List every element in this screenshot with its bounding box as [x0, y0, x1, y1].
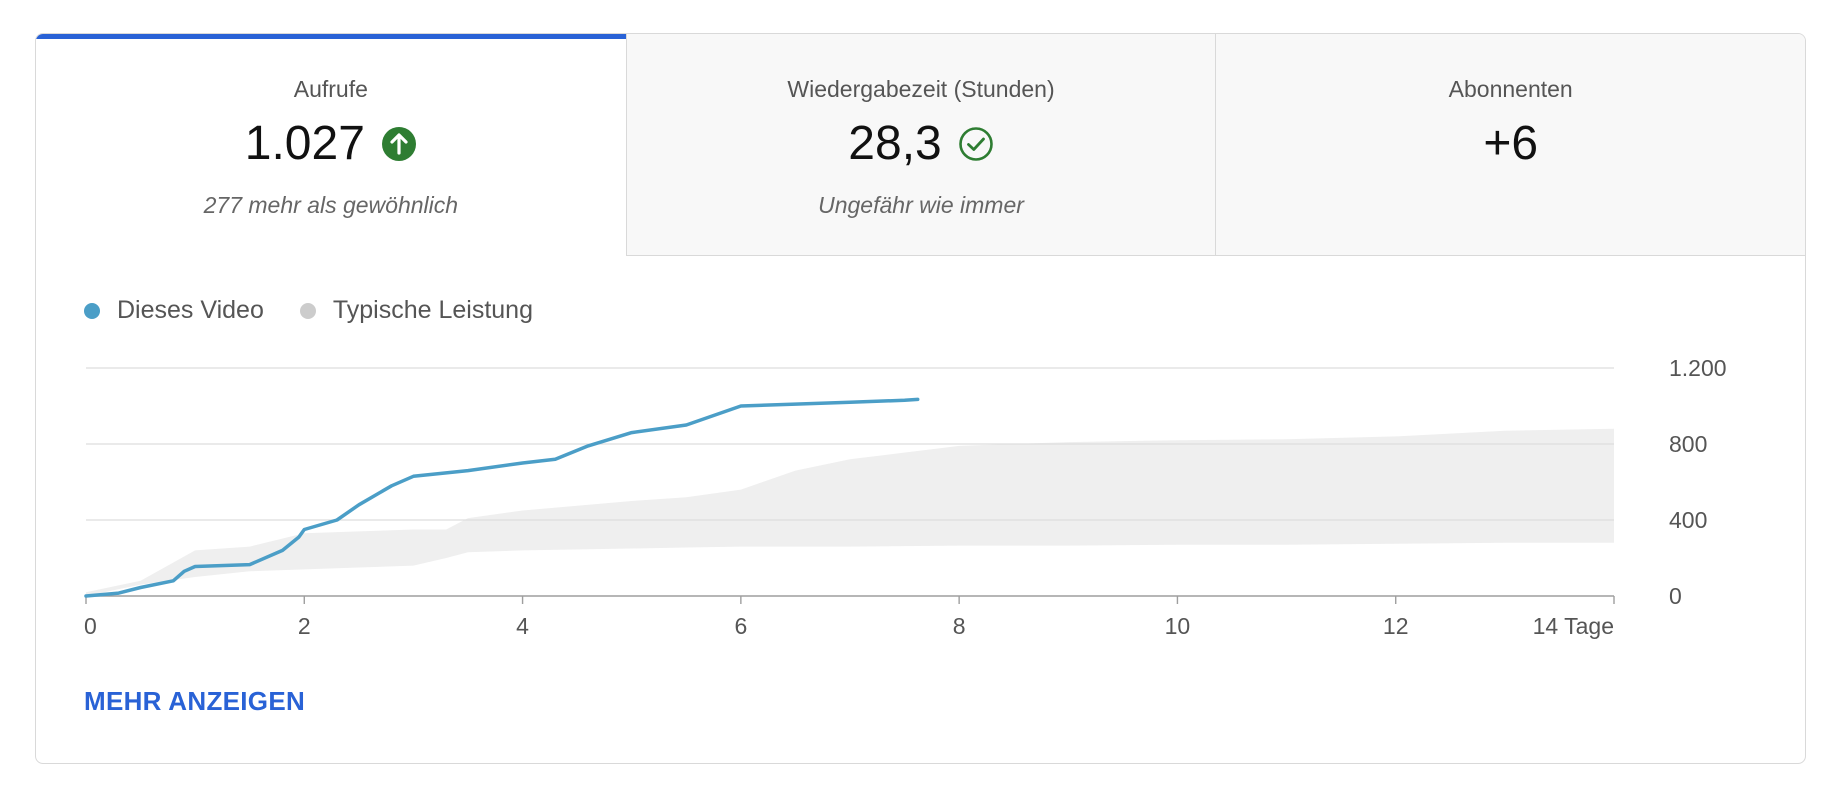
show-more-link[interactable]: MEHR ANZEIGEN — [84, 686, 306, 716]
x-tick-label: 8 — [953, 613, 966, 639]
tab-watch-time-value: 28,3 — [848, 117, 942, 170]
tab-watch-time-label: Wiedergabezeit (Stunden) — [787, 76, 1055, 102]
legend-label-typical: Typische Leistung — [332, 296, 533, 324]
x-tick-label: 10 — [1165, 613, 1191, 639]
x-tick-label: 12 — [1383, 613, 1409, 639]
legend-item-typical: Typische Leistung — [299, 296, 533, 325]
performance-card: Aufrufe 1.027 277 mehr als gewöhnlich Wi… — [35, 33, 1806, 764]
tab-views-value: 1.027 — [244, 117, 365, 170]
legend-label-video: Dieses Video — [117, 296, 264, 324]
y-tick-label: 400 — [1669, 507, 1707, 533]
chart-legend: Dieses Video Typische Leistung — [84, 296, 569, 325]
y-tick-label: 800 — [1669, 431, 1707, 457]
tab-views-label: Aufrufe — [293, 76, 368, 102]
legend-dot-video — [84, 302, 100, 319]
x-tick-label: 6 — [734, 613, 747, 639]
tab-watch-time-note: Ungefähr wie immer — [818, 192, 1024, 218]
check-circle-icon — [958, 127, 993, 161]
y-tick-label: 1.200 — [1669, 355, 1727, 381]
legend-item-video: Dieses Video — [84, 296, 264, 325]
tab-views-note: 277 mehr als gewöhnlich — [203, 192, 459, 218]
arrow-up-circle-icon — [381, 127, 416, 161]
x-tick-label: 2 — [298, 613, 311, 639]
legend-dot-typical — [299, 302, 316, 319]
x-tick-label: 4 — [516, 613, 529, 639]
tab-subscribers-value: +6 — [1483, 117, 1539, 170]
tab-subscribers-label: Abonnenten — [1448, 76, 1573, 102]
views-chart: 0 400 800 1.200 0 2 4 6 8 10 12 14 Tage — [84, 355, 1727, 639]
metric-tabs: Aufrufe 1.027 277 mehr als gewöhnlich Wi… — [36, 34, 1805, 256]
tab-subscribers[interactable]: Abonnenten +6 — [1215, 34, 1805, 256]
tab-watch-time[interactable]: Wiedergabezeit (Stunden) 28,3 Ungefähr w… — [625, 34, 1216, 256]
y-tick-label: 0 — [1669, 583, 1682, 609]
series-line-video — [84, 397, 920, 598]
x-tick-label: 14 Tage — [1533, 613, 1614, 639]
x-tick-label: 0 — [84, 613, 97, 639]
tab-views[interactable]: Aufrufe 1.027 277 mehr als gewöhnlich — [36, 34, 626, 256]
typical-performance-band — [86, 428, 1614, 596]
